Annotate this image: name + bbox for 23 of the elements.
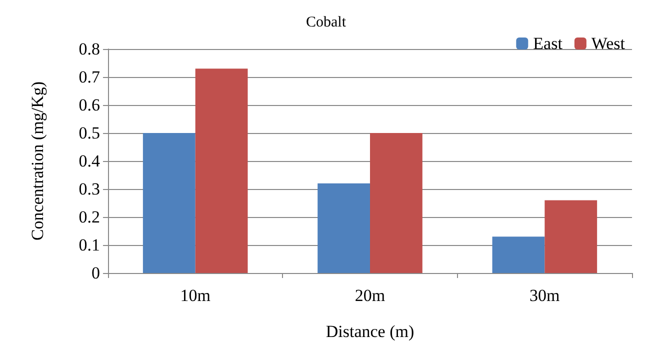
bar: [544, 200, 598, 273]
bar: [142, 133, 196, 273]
y-tick-label: 0.6: [78, 96, 100, 114]
x-tick-label: 10m: [180, 286, 210, 305]
y-axis-title: Concentration (mg/Kg): [28, 81, 47, 241]
chart-title: Cobalt: [306, 14, 347, 30]
y-tick-label: 0: [92, 264, 100, 282]
y-tick-label: 0.1: [78, 236, 100, 254]
x-tick-label: 30m: [530, 286, 560, 305]
y-tick-label: 0.3: [78, 180, 100, 198]
y-tick-label: 0.2: [78, 208, 100, 226]
bar: [195, 68, 248, 273]
bar: [318, 183, 370, 273]
y-tick-label: 0.7: [78, 68, 100, 86]
x-axis-title: Distance (m): [326, 322, 414, 341]
legend-label: East: [533, 34, 563, 53]
bar: [370, 133, 422, 273]
legend-label: West: [591, 34, 626, 53]
y-tick-label: 0.5: [78, 124, 100, 142]
y-tick-label: 0.8: [78, 40, 100, 58]
x-tick-label: 20m: [354, 286, 386, 305]
bar: [492, 236, 545, 273]
y-tick-label: 0.4: [78, 152, 100, 170]
